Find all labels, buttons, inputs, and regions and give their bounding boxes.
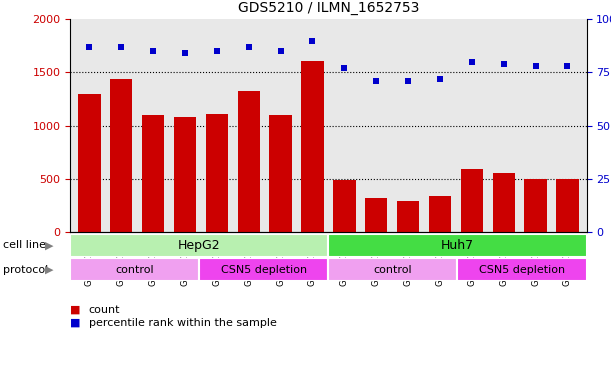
Point — [148, 48, 158, 54]
Text: count: count — [89, 305, 120, 314]
Bar — [365, 198, 387, 232]
Bar — [70, 234, 329, 257]
Bar — [70, 258, 199, 281]
Text: Huh7: Huh7 — [441, 239, 474, 252]
Point — [180, 50, 190, 56]
Bar — [142, 115, 164, 232]
Bar — [429, 196, 451, 232]
Point — [307, 38, 317, 44]
Point — [276, 48, 285, 54]
Bar — [397, 201, 419, 232]
Text: CSN5 depletion: CSN5 depletion — [479, 265, 565, 275]
Point — [116, 44, 126, 50]
Text: ■: ■ — [70, 318, 81, 328]
Text: control: control — [115, 265, 154, 275]
Point — [244, 44, 254, 50]
Bar — [461, 169, 483, 232]
Bar — [269, 115, 292, 232]
Bar — [174, 117, 196, 232]
Bar — [78, 94, 101, 232]
Point — [403, 78, 413, 84]
Bar — [199, 258, 329, 281]
Point — [499, 61, 508, 67]
Point — [563, 63, 573, 69]
Text: CSN5 depletion: CSN5 depletion — [221, 265, 307, 275]
Text: control: control — [374, 265, 412, 275]
Point — [371, 78, 381, 84]
Bar — [524, 179, 547, 232]
Bar — [238, 91, 260, 232]
Text: HepG2: HepG2 — [178, 239, 221, 252]
Bar — [492, 173, 515, 232]
Bar — [329, 234, 587, 257]
Text: ▶: ▶ — [45, 265, 54, 275]
Point — [435, 76, 445, 82]
Point — [212, 48, 222, 54]
Text: ■: ■ — [70, 305, 81, 314]
Bar — [556, 179, 579, 232]
Text: protocol: protocol — [3, 265, 48, 275]
Point — [340, 65, 349, 71]
Bar — [301, 61, 324, 232]
Text: ▶: ▶ — [45, 240, 54, 250]
Bar — [110, 79, 133, 232]
Title: GDS5210 / ILMN_1652753: GDS5210 / ILMN_1652753 — [238, 2, 419, 15]
Text: percentile rank within the sample: percentile rank within the sample — [89, 318, 276, 328]
Bar — [458, 258, 587, 281]
Point — [84, 44, 94, 50]
Text: cell line: cell line — [3, 240, 46, 250]
Point — [531, 63, 541, 69]
Bar — [329, 258, 458, 281]
Bar — [333, 180, 356, 232]
Bar — [206, 114, 228, 232]
Point — [467, 59, 477, 65]
